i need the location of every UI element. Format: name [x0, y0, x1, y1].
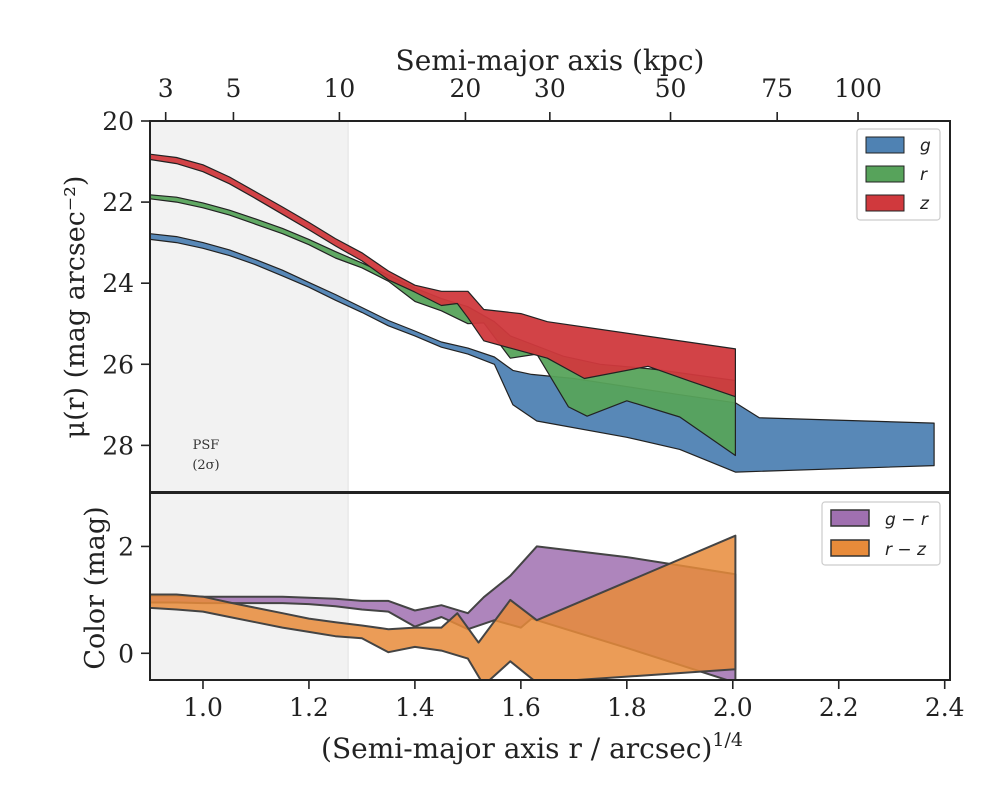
color-series	[150, 534, 737, 680]
top-tick-label-30: 30	[534, 74, 566, 103]
y-tick-label-28: 28	[102, 431, 134, 460]
x-tick-label-2-2: 2.2	[819, 693, 859, 722]
top-tick-label-75: 75	[761, 74, 793, 103]
y-tick-label-26: 26	[102, 350, 134, 379]
top-axis-label: Semi-major axis (kpc)	[396, 44, 705, 77]
x-tick-label-1-4: 1.4	[395, 693, 435, 722]
legend-swatch-z	[865, 194, 905, 212]
x-tick-label-2-0: 2.0	[713, 693, 753, 722]
psf-shaded-region	[150, 121, 349, 492]
x-axis-label-text: (Semi-major axis r / arcsec)	[321, 732, 712, 765]
color-y-tick-label-0: 0	[118, 639, 134, 668]
legend-label-r-minus-z: r − z	[885, 540, 927, 560]
x-tick-label-1-0: 1.0	[183, 693, 223, 722]
band-z	[150, 153, 737, 398]
band-r	[150, 194, 737, 457]
x-tick-label-1-6: 1.6	[501, 693, 541, 722]
legend-top: g r z	[856, 128, 941, 221]
legend-swatch-r-minus-z	[830, 539, 870, 557]
x-tick-label-2-4: 2.4	[925, 693, 965, 722]
y-tick-label-22: 22	[102, 188, 134, 217]
y-tick-label-20: 20	[102, 107, 134, 136]
bottom-axis-ticks: 1.0 1.2 1.4 1.6 1.8 2.0 2.2 2.4	[183, 680, 965, 722]
legend-label-z: z	[919, 194, 930, 214]
legend-swatch-g-minus-r	[830, 509, 870, 527]
band-r-z	[150, 534, 737, 680]
y-axis-label-top: μ(r) (mag arcsec⁻²)	[60, 176, 91, 439]
legend-label-r: r	[920, 165, 928, 185]
psf-sigma-label: (2σ)	[192, 458, 219, 473]
x-axis-label: (Semi-major axis r / arcsec)1/4	[321, 729, 743, 765]
x-tick-label-1-8: 1.8	[607, 693, 647, 722]
top-tick-label-100: 100	[834, 74, 882, 103]
top-tick-label-3: 3	[158, 74, 174, 103]
legend-bottom: g − r r − z	[821, 501, 941, 566]
y-tick-label-24: 24	[102, 269, 134, 298]
top-tick-label-5: 5	[225, 74, 241, 103]
top-tick-label-10: 10	[323, 74, 355, 103]
bottom-panel-y-ticks: 02	[118, 532, 150, 668]
bottom-panel-frame	[149, 492, 951, 681]
psf-shaded-region-color	[150, 493, 349, 680]
color-y-tick-label-2: 2	[118, 532, 134, 561]
legend-label-g: g	[920, 136, 931, 156]
surface-brightness-series	[150, 153, 935, 473]
band-g-r	[150, 545, 737, 680]
legend-swatch-g	[865, 136, 905, 154]
legend-label-g-minus-r: g − r	[885, 510, 929, 530]
x-axis-label-exponent: 1/4	[712, 729, 743, 751]
top-panel-y-ticks: 20 22 24 26 28	[102, 107, 150, 460]
psf-label: PSF	[193, 438, 220, 453]
band-g	[150, 233, 935, 473]
top-tick-label-50: 50	[655, 74, 687, 103]
legend-swatch-r	[865, 165, 905, 183]
top-axis-ticks: 3 5 10 20 30 50 75 100	[158, 74, 882, 121]
y-axis-label-bottom: Color (mag)	[80, 506, 111, 669]
top-tick-label-20: 20	[450, 74, 482, 103]
x-tick-label-1-2: 1.2	[289, 693, 329, 722]
